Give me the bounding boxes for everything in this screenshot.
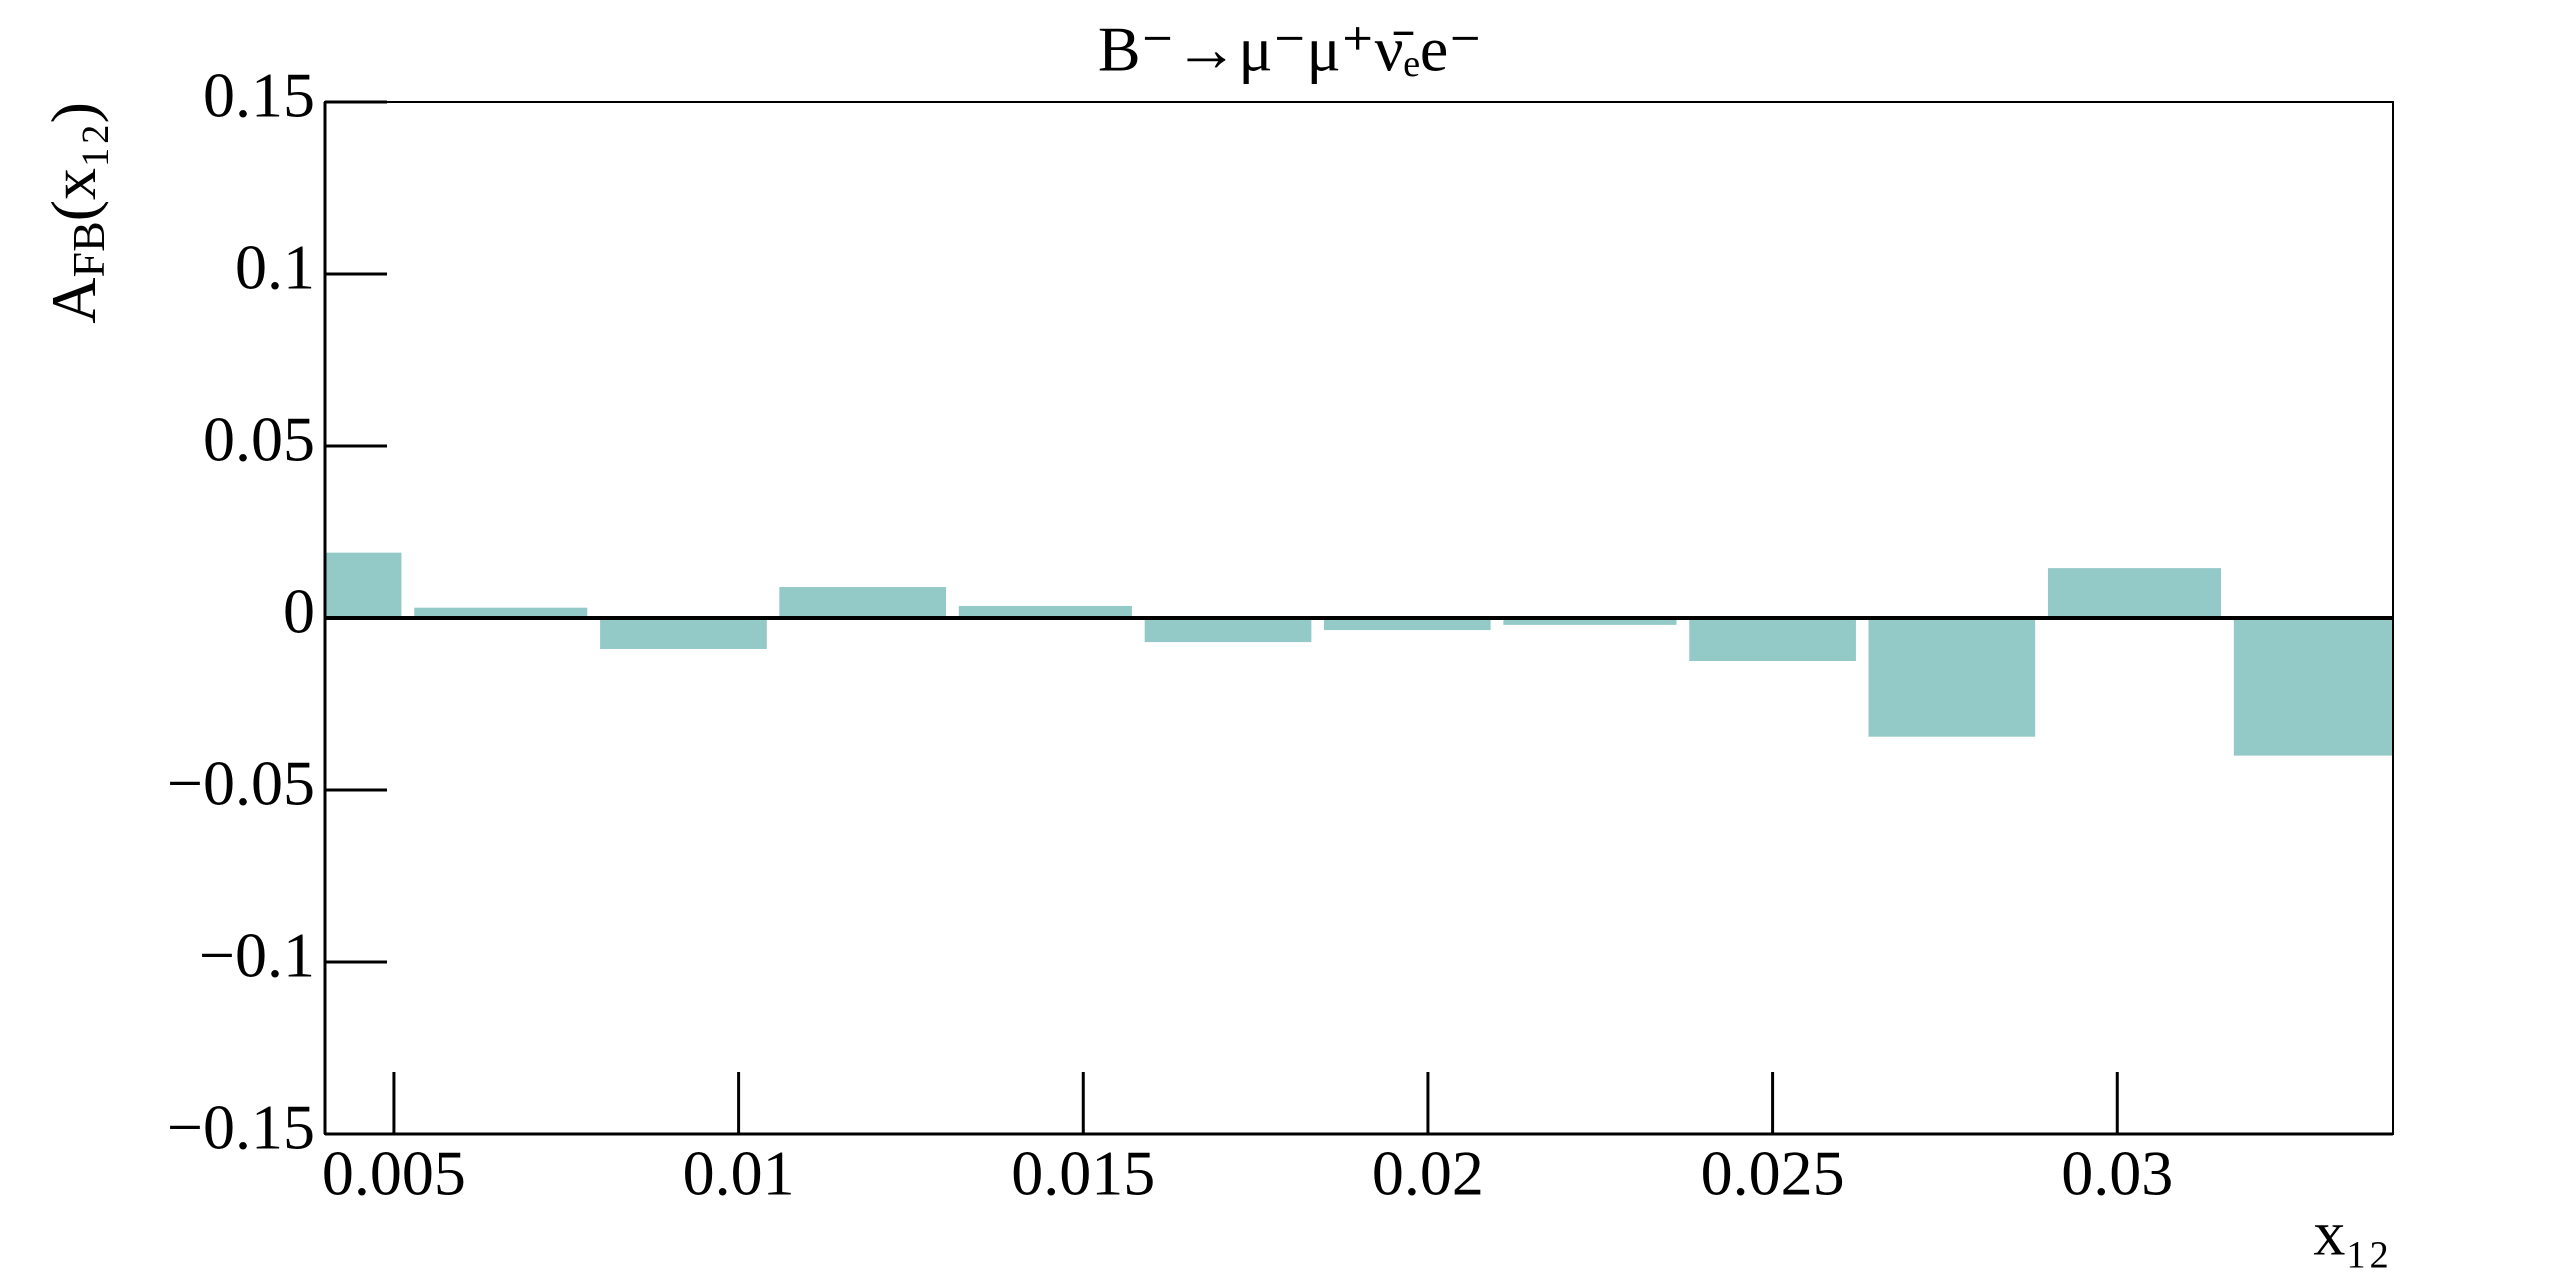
y-tick-label: 0.1 bbox=[235, 232, 315, 303]
y-tick-label: 0 bbox=[283, 576, 315, 647]
x-tick-label: 0.005 bbox=[322, 1138, 466, 1209]
bars bbox=[325, 552, 2393, 756]
y-tick-label: 0.05 bbox=[203, 404, 315, 475]
x-tick-label: 0.015 bbox=[1011, 1138, 1155, 1209]
bar bbox=[1689, 618, 1856, 661]
bar bbox=[2233, 618, 2393, 756]
y-tick-label: −0.1 bbox=[199, 920, 315, 991]
bar bbox=[414, 607, 588, 618]
x-tick-label: 0.025 bbox=[1701, 1138, 1845, 1209]
bar bbox=[779, 587, 947, 618]
y-tick-label: 0.15 bbox=[203, 60, 315, 131]
bar bbox=[1323, 618, 1491, 631]
chart-title: B⁻→μ⁻μ⁺ν̄ₑe⁻ bbox=[1098, 14, 1482, 85]
y-tick-label: −0.05 bbox=[167, 748, 315, 819]
bar bbox=[1503, 618, 1677, 625]
bar bbox=[325, 552, 402, 618]
bar bbox=[1144, 618, 1312, 643]
x-tick-label: 0.02 bbox=[1372, 1138, 1484, 1209]
x-axis-label: x₁₂ bbox=[2313, 1198, 2390, 1269]
bar bbox=[1868, 618, 2036, 737]
bar bbox=[600, 618, 767, 649]
bar bbox=[958, 605, 1132, 618]
bar bbox=[2047, 568, 2222, 618]
x-tick-label: 0.03 bbox=[2061, 1138, 2173, 1209]
y-tick-label: −0.15 bbox=[167, 1092, 315, 1163]
x-tick-label: 0.01 bbox=[683, 1138, 795, 1209]
y-axis-label: AFB(x₁₂) bbox=[38, 102, 115, 324]
